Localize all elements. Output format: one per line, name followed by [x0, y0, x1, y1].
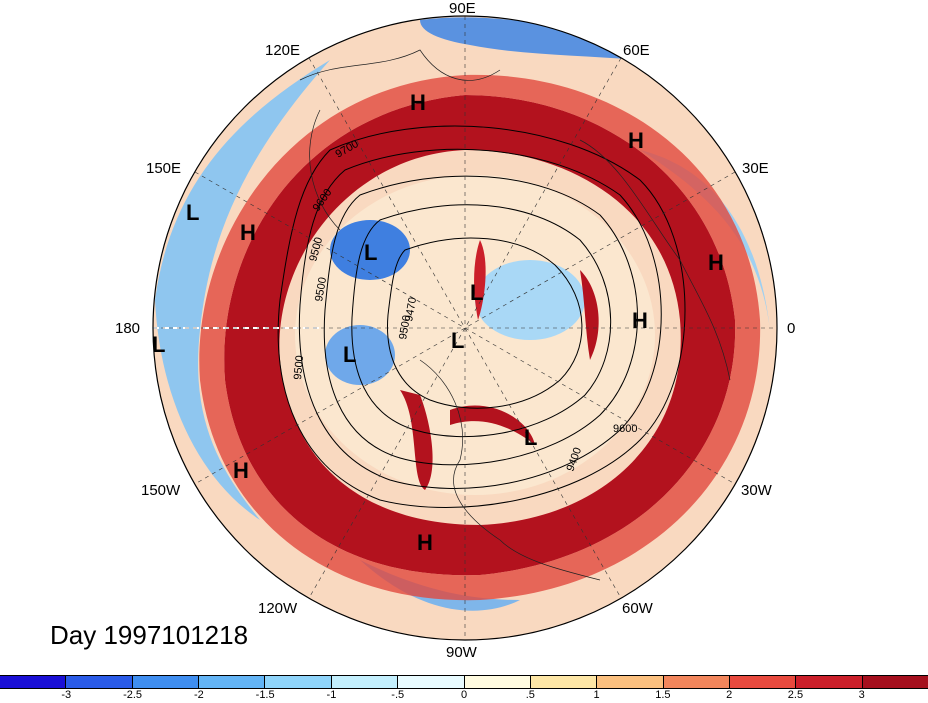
colorbar-segment	[862, 676, 928, 688]
interior-red-band	[450, 405, 535, 445]
colorbar	[0, 675, 928, 689]
low-pressure-marker: L	[186, 200, 199, 225]
colorbar-tick-label: 3	[858, 689, 865, 701]
anomaly-blue-region	[155, 60, 330, 520]
high-pressure-marker: H	[708, 250, 724, 275]
longitude-label-30e: 30E	[742, 160, 769, 177]
map-boundary	[152, 15, 778, 641]
contour-label: 9600	[613, 423, 637, 435]
anomaly-blue-region	[420, 17, 640, 60]
low-pressure-marker: L	[152, 332, 165, 357]
colorbar-segment	[398, 676, 465, 688]
longitude-label-60w: 60W	[622, 600, 653, 617]
longitude-label-90e: 90E	[449, 0, 476, 17]
longitude-label-120w: 120W	[258, 600, 298, 617]
low-pressure-marker: L	[451, 328, 464, 353]
colorbar-tick-label: -1	[326, 689, 337, 701]
colorbar-tick-label: -2.5	[123, 689, 143, 701]
high-pressure-marker: H	[233, 458, 249, 483]
coastline	[309, 109, 341, 231]
colorbar-segment	[199, 676, 266, 688]
high-pressure-marker: H	[628, 128, 644, 153]
interior-blue-low	[330, 220, 410, 280]
contour-line	[351, 204, 612, 438]
high-pressure-marker: H	[240, 220, 256, 245]
colorbar-tick-label: 0	[460, 689, 468, 701]
colorbar-segment	[597, 676, 664, 688]
colorbar-tick-label: -2	[193, 689, 204, 701]
longitude-label-150w: 150W	[141, 482, 181, 499]
graticule	[153, 16, 777, 640]
colorbar-segment	[265, 676, 332, 688]
longitude-label-60e: 60E	[623, 42, 650, 59]
high-pressure-marker: H	[632, 308, 648, 333]
contour-line	[387, 237, 583, 409]
contour-label: 9470	[403, 296, 419, 322]
contour-label: 9500	[313, 276, 329, 302]
longitude-label-120e: 120E	[265, 42, 301, 59]
colorbar-segment	[530, 676, 598, 688]
colorbar-segment	[663, 676, 730, 688]
day-label: Day 1997101218	[50, 620, 249, 650]
interior-red-band	[474, 240, 486, 320]
high-pressure-marker: H	[410, 90, 426, 115]
colorbar-segment	[66, 676, 133, 688]
colorbar-tick-label: 1	[593, 689, 600, 701]
interior-red-band	[400, 390, 433, 490]
low-pressure-marker: L	[470, 280, 483, 305]
contour-line	[277, 125, 686, 508]
contour-line	[323, 175, 638, 466]
interior-red-band	[580, 270, 599, 360]
contour-line	[298, 148, 662, 489]
longitude-label-180: 180	[115, 320, 141, 337]
low-pressure-marker: L	[364, 240, 377, 265]
colorbar-tick-label: .5	[525, 689, 535, 701]
colorbar-segment	[132, 676, 200, 688]
longitude-label-150e: 150E	[146, 160, 182, 177]
colorbar-tick-label: 2.5	[787, 689, 804, 701]
low-pressure-marker: L	[524, 425, 537, 450]
contour-label: 9500	[292, 355, 306, 380]
polar-map: 9700 9600 9500 9500 9500 9500 9600 9400 …	[152, 15, 778, 641]
colorbar-tick-label: -3	[61, 689, 72, 701]
interior-blue-low	[325, 325, 395, 385]
low-pressure-marker: L	[343, 342, 356, 367]
longitude-label-90w: 90W	[446, 644, 477, 661]
high-pressure-marker: H	[417, 530, 433, 555]
interior-blue-field	[475, 260, 585, 340]
coastlines	[299, 49, 731, 581]
height-contours	[277, 125, 686, 508]
colorbar-ticks: -3 -2.5 -2 -1.5 -1 -.5 0 .5 1 1.5 2 2.5 3	[0, 689, 928, 703]
colorbar-tick-label: -.5	[391, 689, 405, 701]
colorbar-segment	[729, 676, 797, 688]
colorbar-segment	[464, 676, 531, 688]
colorbar-segment	[796, 676, 863, 688]
longitude-label-0: 0	[787, 320, 796, 337]
colorbar-segment	[0, 676, 67, 688]
colorbar-tick-label: -1.5	[255, 689, 275, 701]
coastline	[579, 139, 731, 381]
coastline	[299, 49, 501, 81]
contour-label: 9500	[397, 314, 413, 340]
colorbar-tick-label: 2	[726, 689, 733, 701]
longitude-label-30w: 30W	[741, 482, 772, 499]
colorbar-tick-label: 1.5	[655, 689, 671, 701]
colorbar-segment	[331, 676, 399, 688]
coastline	[419, 359, 601, 581]
